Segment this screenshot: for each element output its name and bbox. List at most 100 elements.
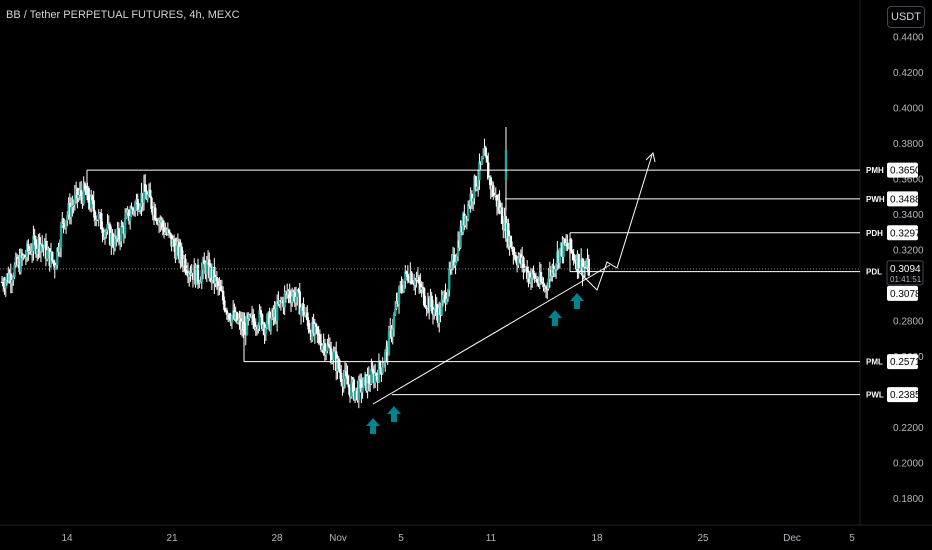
candle-body (128, 215, 132, 221)
time-tick-label: 18 (591, 533, 603, 544)
candle-body (382, 363, 386, 368)
candle-body (229, 319, 232, 323)
candle-body (249, 314, 252, 317)
candle-body (412, 283, 416, 286)
candle-body (465, 215, 469, 220)
candle-body (459, 226, 462, 248)
candle-body (468, 204, 471, 206)
candle-body (502, 223, 505, 230)
candle-body (520, 257, 524, 264)
candle-body (48, 248, 51, 267)
candle-body (177, 241, 181, 260)
up-arrow-icon (548, 310, 562, 326)
up-arrow-icon (387, 406, 401, 422)
candle-body (533, 274, 536, 281)
countdown-timer: 01:41:51 (890, 275, 922, 284)
projection-path[interactable] (574, 154, 653, 291)
candle-body (508, 236, 511, 247)
time-tick-label: Nov (329, 533, 347, 544)
candle-body (63, 224, 67, 228)
candle-body (226, 313, 230, 315)
candle-body (7, 273, 10, 282)
candle-body (338, 369, 342, 373)
candle-body (103, 232, 107, 237)
candle-body (580, 258, 583, 269)
candle-body (83, 183, 87, 190)
candle-body (204, 264, 207, 274)
candle-body (106, 224, 109, 231)
candle-body (528, 272, 531, 283)
level-name-pwl: PWL (866, 391, 884, 400)
candle-body (213, 267, 216, 284)
candle-body (556, 251, 559, 265)
candle-body (406, 274, 410, 281)
candle-body (69, 207, 73, 218)
candle-body (407, 280, 411, 282)
time-tick-label: 11 (486, 533, 497, 544)
candle-body (189, 273, 192, 276)
candle-body (370, 368, 373, 385)
candle-body (176, 241, 180, 246)
candle-body (254, 327, 257, 329)
candle-body (416, 277, 420, 281)
candle-body (542, 282, 545, 288)
level-name-pdl: PDL (866, 268, 882, 277)
candle-body (144, 183, 147, 192)
time-axis[interactable]: 14 21 28 Nov 5 11 18 25 Dec 5 (61, 533, 855, 544)
candle-body (93, 211, 97, 221)
candle-body (312, 321, 315, 334)
price-tick-label: 0.4000 (893, 104, 924, 115)
candle-body (201, 259, 205, 270)
candle-body (166, 229, 170, 234)
candle-body (505, 223, 509, 239)
candle-body (492, 185, 495, 197)
candle-body (215, 276, 219, 282)
candle-body (46, 250, 49, 259)
candle-body (424, 305, 427, 308)
projection-arrowhead (645, 152, 656, 163)
candle-body (493, 195, 496, 197)
candle-body (350, 382, 353, 397)
candle-body (44, 240, 48, 259)
candle-body (273, 309, 276, 318)
candle-body (566, 242, 569, 247)
candle-body (194, 265, 197, 285)
candle-body (337, 358, 340, 370)
candle-body (561, 242, 564, 257)
candle-body (562, 239, 565, 257)
candle-body (587, 259, 590, 276)
candle-body (252, 314, 255, 322)
candle-body (289, 297, 293, 303)
candle-body (270, 309, 274, 319)
candle-body (485, 155, 489, 163)
candle-body (250, 314, 254, 317)
candle-body (42, 246, 45, 248)
candle-body (171, 239, 175, 247)
candle-body (585, 267, 588, 269)
candle-body (438, 307, 441, 324)
trend-line[interactable] (372, 264, 611, 405)
candle-body (400, 285, 403, 289)
candle-body (581, 258, 584, 276)
candle-body (453, 254, 456, 266)
candle-body (191, 272, 195, 280)
candle-body (219, 286, 222, 291)
candle-body (385, 346, 388, 353)
candle-body (288, 291, 291, 298)
candle-body (301, 304, 304, 308)
candle-body (482, 155, 485, 159)
currency-button[interactable]: USDT (887, 6, 925, 28)
candle-body (54, 265, 58, 270)
candle-body (15, 257, 19, 265)
candle-body (200, 269, 203, 282)
candle-body (265, 315, 269, 328)
price-tick-label: 0.2000 (893, 459, 924, 470)
candle-body (441, 295, 445, 300)
candle-body (5, 273, 9, 281)
candle-body (444, 292, 447, 304)
candle-body (454, 261, 457, 266)
candle-body (132, 209, 136, 211)
candle-body (181, 258, 185, 266)
candle-body (531, 270, 534, 278)
